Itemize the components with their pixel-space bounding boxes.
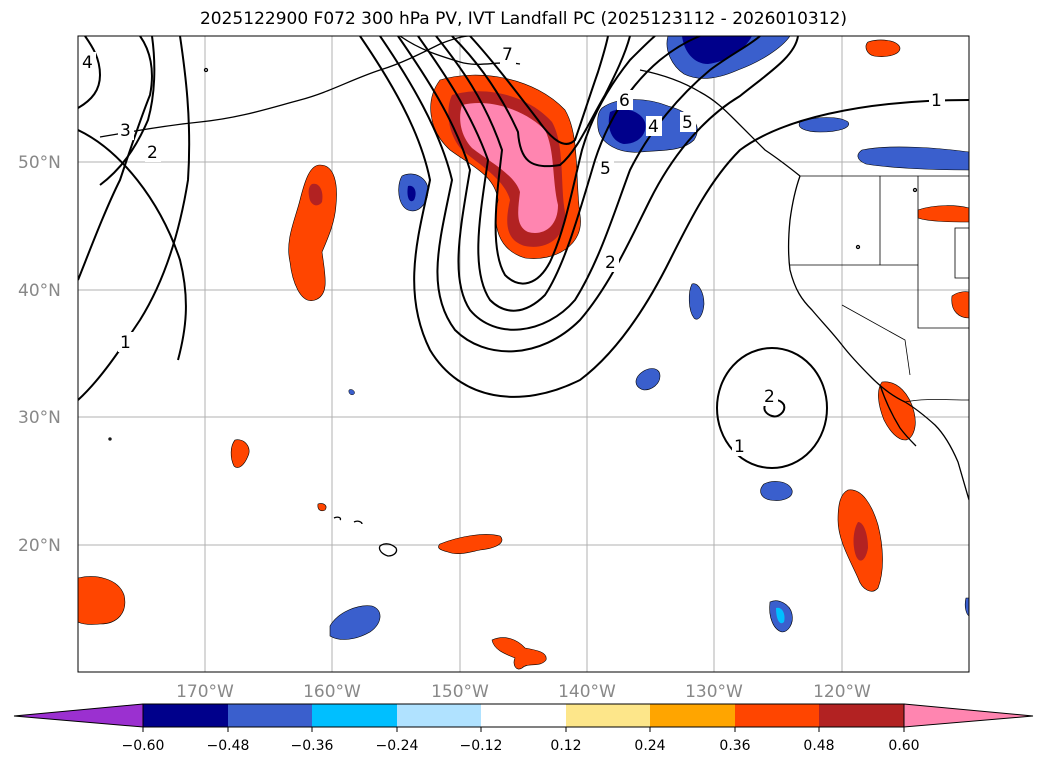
lat-label: 20°N [18,536,61,556]
lon-label: 160°W [303,682,361,702]
longitude-labels: 170°W 160°W 150°W 140°W 130°W 120°W [176,682,871,702]
contour-label: 5 [600,159,611,179]
map-frame [77,35,970,673]
contour-label: 2 [147,143,158,163]
colorbar-tick-label: −0.36 [291,738,334,754]
colorbar-tick-label: 0.24 [634,738,665,754]
pv-contours [78,36,969,469]
lon-label: 150°W [431,682,489,702]
contour-label: 3 [120,121,131,141]
colorbar-segment [481,704,566,727]
colorbar-tick-label: 0.12 [550,738,581,754]
colorbar-extend-low [13,703,144,728]
colorbar: −0.60 −0.48 −0.36 −0.24 −0.12 0.12 0.24 … [13,703,1034,754]
contour-label: 7 [502,45,513,65]
lon-label: 120°W [813,682,871,702]
colorbar-segment [819,704,904,727]
lon-label: 130°W [685,682,743,702]
colorbar-tick-label: −0.12 [460,738,503,754]
contour-label: 1 [931,91,942,111]
colorbar-tick-label: 0.36 [719,738,750,754]
contour-label: 5 [682,113,693,133]
colorbar-segment [735,704,819,727]
colorbar-segment [397,704,481,727]
colorbar-segment [566,704,650,727]
map-panel: 4 3 2 1 7 6 5 4 5 2 1 [77,35,970,673]
map-title: 2025122900 F072 300 hPa PV, IVT Landfall… [199,9,847,29]
contour-label-group: 4 3 2 1 7 6 5 4 5 2 1 [80,44,945,457]
colorbar-segment [650,704,735,727]
colorbar-tick-label: 0.60 [888,738,919,754]
lat-label: 50°N [18,153,61,173]
colorbar-tick-label: −0.60 [122,738,165,754]
colorbar-segment [312,704,397,727]
contour-label: 6 [619,91,630,111]
contour-label: 4 [648,117,659,137]
positive-anomaly-fills [78,39,969,670]
coastlines [99,36,969,557]
colorbar-tick-label: −0.24 [376,738,419,754]
lon-label: 140°W [558,682,616,702]
latitude-labels: 50°N 40°N 30°N 20°N [18,153,61,556]
contour-label: 1 [734,437,745,457]
lat-label: 30°N [18,408,61,428]
colorbar-tick-label: 0.48 [803,738,834,754]
colorbar-segment [143,704,228,727]
contour-label: 2 [764,387,775,407]
colorbar-ticks [142,727,905,732]
contour-label: 4 [82,53,93,73]
colorbar-segment [228,704,312,727]
lon-label: 170°W [176,682,234,702]
lat-label: 40°N [18,281,61,301]
contour-label: 1 [120,333,131,353]
colorbar-extend-high [903,703,1034,728]
borders [790,175,969,403]
colorbar-tick-label: −0.48 [207,738,250,754]
contour-label: 2 [605,253,616,273]
colorbar-frame [142,703,905,728]
